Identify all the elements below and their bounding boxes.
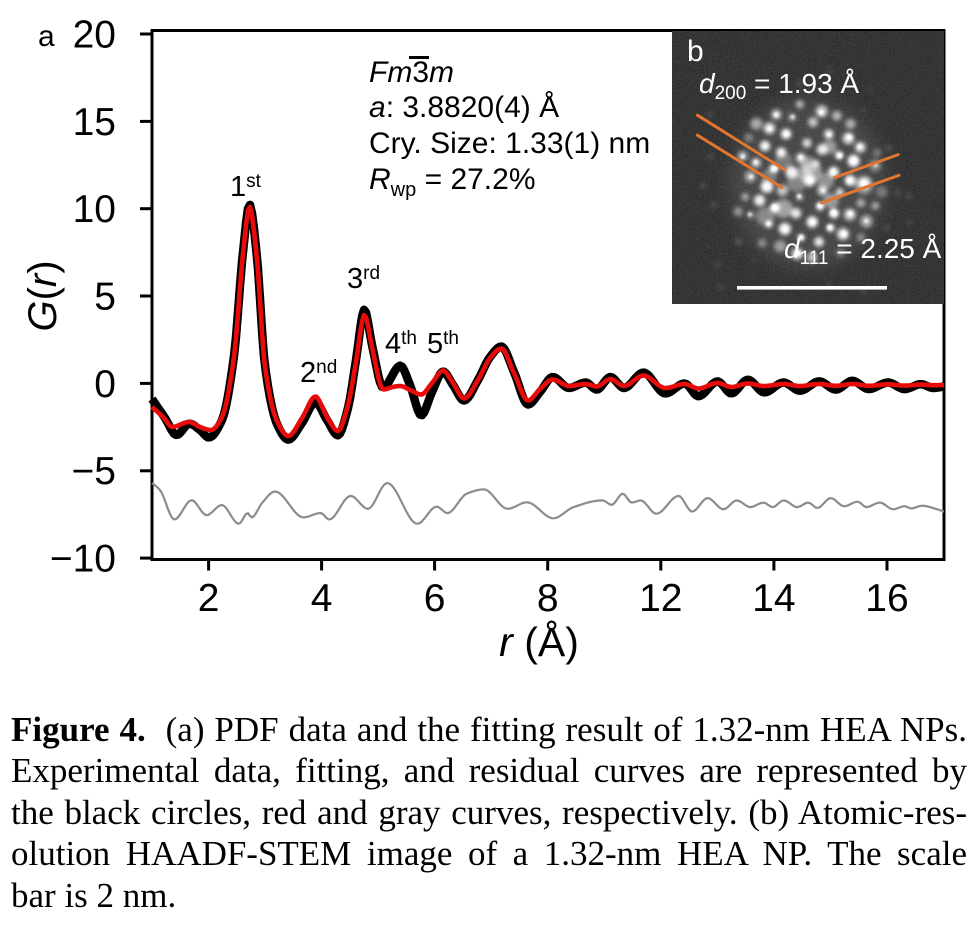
svg-text:10: 10: [73, 188, 116, 231]
svg-text:4th: 4th: [385, 328, 417, 360]
svg-text:6: 6: [424, 577, 446, 620]
svg-text:8: 8: [537, 577, 559, 620]
svg-text:14: 14: [752, 577, 795, 620]
svg-text:2: 2: [198, 577, 220, 620]
svg-text:Fm3m: Fm3m: [369, 56, 454, 89]
svg-text:4: 4: [311, 577, 333, 620]
svg-text:Cry. Size: 1.33(1) nm: Cry. Size: 1.33(1) nm: [369, 127, 650, 160]
svg-text:2nd: 2nd: [300, 357, 337, 389]
svg-text:a: a: [38, 20, 55, 53]
svg-text:Rwp = 27.2%: Rwp = 27.2%: [369, 163, 536, 201]
svg-text:15: 15: [73, 101, 116, 144]
svg-text:d111 = 2.25 Å: d111 = 2.25 Å: [784, 233, 942, 269]
svg-text:b: b: [687, 35, 704, 68]
svg-text:0: 0: [94, 363, 116, 406]
svg-text:16: 16: [865, 577, 908, 620]
svg-text:a: 3.8820(4) Å: a: 3.8820(4) Å: [369, 91, 559, 124]
svg-text:−10: −10: [50, 538, 116, 581]
svg-text:G(r): G(r): [21, 260, 65, 331]
svg-text:5: 5: [94, 276, 116, 319]
svg-text:−5: −5: [72, 450, 116, 493]
svg-text:12: 12: [639, 577, 682, 620]
svg-text:1st: 1st: [230, 171, 262, 203]
svg-text:3rd: 3rd: [347, 263, 380, 295]
svg-text:d200 = 1.93 Å: d200 = 1.93 Å: [699, 68, 859, 104]
svg-text:r (Å): r (Å): [499, 619, 579, 665]
svg-text:20: 20: [73, 14, 116, 57]
svg-text:5th: 5th: [427, 328, 459, 360]
